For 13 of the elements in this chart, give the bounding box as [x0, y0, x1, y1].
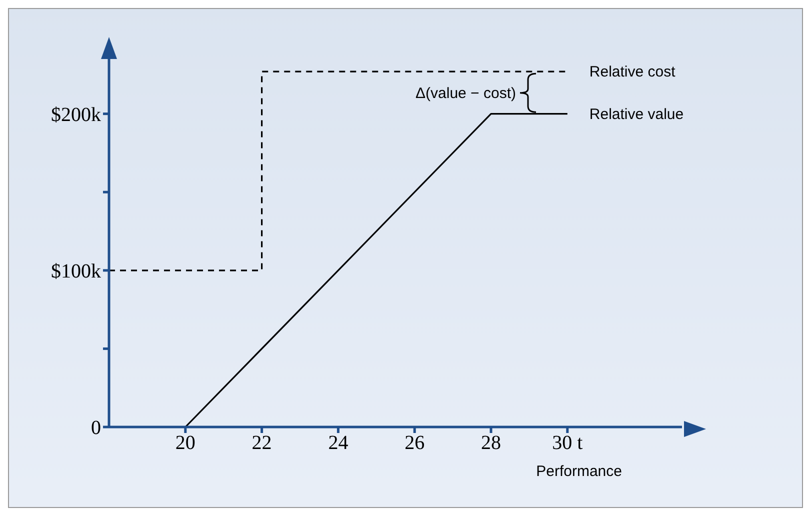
- x-tick-label: 30 t: [552, 432, 584, 454]
- series-label: Relative value: [589, 106, 684, 123]
- x-tick-label: 28: [481, 432, 501, 454]
- y-tick-label: $200k: [51, 104, 101, 126]
- annotation: Δ(value − cost): [416, 84, 516, 102]
- y-tick-label: 0: [91, 417, 101, 440]
- x-tick-label: 22: [252, 432, 272, 454]
- x-tick-label: 26: [404, 432, 425, 454]
- x-tick-label: 20: [175, 432, 196, 454]
- x-tick-label: 24: [328, 432, 348, 454]
- y-tick-label: $100k: [51, 260, 101, 283]
- series-label: Relative cost: [589, 64, 676, 81]
- x-axis-title: Performance: [536, 463, 622, 480]
